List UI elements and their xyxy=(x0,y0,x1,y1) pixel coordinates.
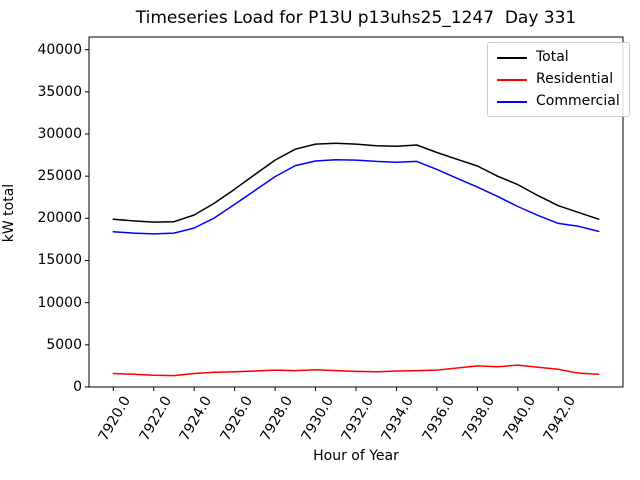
chart-title: Timeseries Load for P13U p13uhs25_1247 D… xyxy=(135,8,577,28)
y-tick-label: 40000 xyxy=(37,41,82,58)
series-line-total xyxy=(112,142,600,223)
axes-frame xyxy=(88,36,624,388)
legend-item-residential: Residential xyxy=(497,72,620,87)
y-axis-label: kW total xyxy=(1,183,17,243)
series-lines xyxy=(112,142,600,377)
x-axis-label: Hour of Year xyxy=(313,448,399,464)
legend-label: Total xyxy=(536,49,569,65)
y-tick-label: 0 xyxy=(73,379,82,395)
series-line-commercial xyxy=(112,158,600,235)
y-tick-label: 35000 xyxy=(37,83,82,100)
legend-line-swatch xyxy=(497,100,527,103)
series-line-residential xyxy=(112,364,600,377)
y-tick-label: 20000 xyxy=(37,210,82,227)
y-tick-label: 10000 xyxy=(37,294,82,311)
legend-line-swatch xyxy=(497,56,527,59)
legend-label: Residential xyxy=(536,71,614,87)
legend-line-swatch xyxy=(497,78,527,81)
axis-ticks xyxy=(85,49,559,391)
y-tick-label: 15000 xyxy=(37,252,82,269)
legend-label: Commercial xyxy=(536,93,620,109)
y-tick-label: 25000 xyxy=(37,168,82,185)
y-tick-label: 30000 xyxy=(37,125,82,142)
legend: Total Residential Commercial xyxy=(487,42,630,117)
y-tick-label: 5000 xyxy=(46,336,82,353)
legend-item-commercial: Commercial xyxy=(497,94,620,109)
legend-item-total: Total xyxy=(497,50,620,65)
